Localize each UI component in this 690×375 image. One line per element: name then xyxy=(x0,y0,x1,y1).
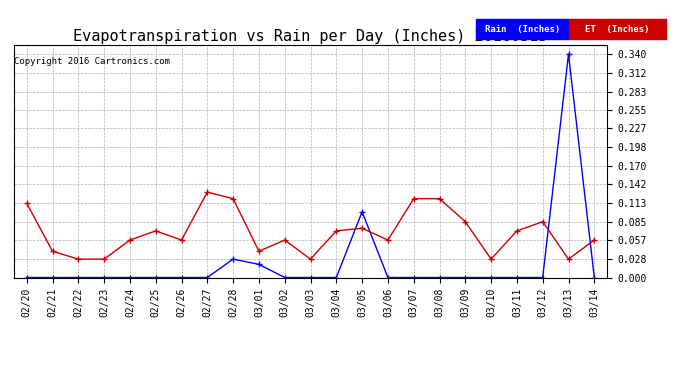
Text: Rain  (Inches): Rain (Inches) xyxy=(485,25,560,34)
Title: Evapotranspiration vs Rain per Day (Inches) 20160315: Evapotranspiration vs Rain per Day (Inch… xyxy=(73,29,548,44)
Text: ET  (Inches): ET (Inches) xyxy=(585,25,650,34)
Text: Copyright 2016 Cartronics.com: Copyright 2016 Cartronics.com xyxy=(14,57,170,66)
